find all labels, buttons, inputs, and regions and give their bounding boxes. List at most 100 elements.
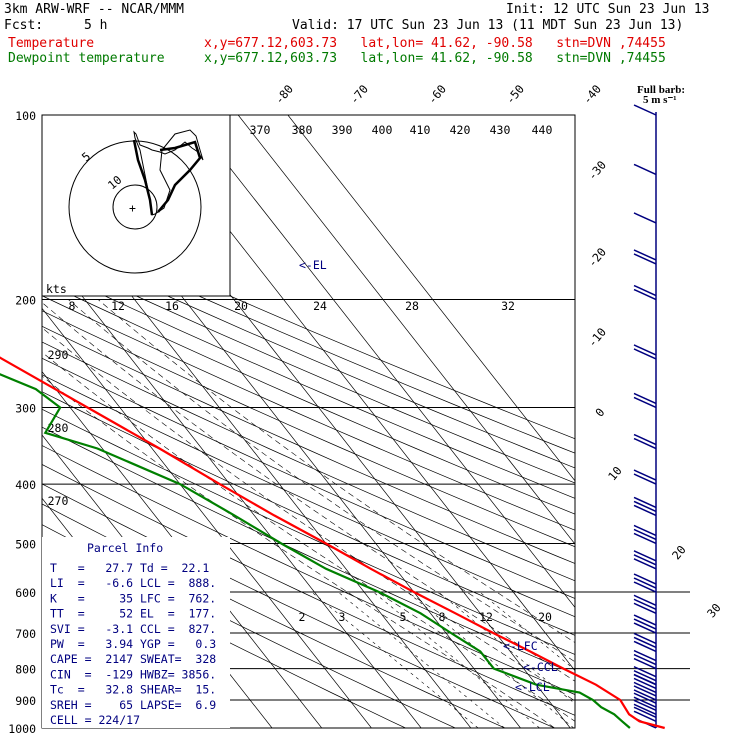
- wind-barb-panel: Full barb: 5 m s⁻¹: [633, 84, 685, 729]
- wind-barb: [633, 649, 657, 662]
- wind-barb: [633, 573, 657, 585]
- pressure-tick-label: 1000: [8, 722, 36, 736]
- wind-barb: [633, 396, 657, 409]
- wind-barb: [633, 666, 657, 678]
- hodograph-center-mark: +: [129, 201, 136, 215]
- parcel-info-row: LI = -6.6 LCL = 888.: [50, 576, 216, 590]
- theta-labels: 370 380 390 400 410 420 430 440 290 280 270: [48, 123, 553, 508]
- wind-barb: [633, 636, 657, 649]
- pressure-tick-label: 400: [15, 478, 36, 492]
- mixing-ratio-label: 2: [299, 610, 306, 624]
- init-time: Init: 12 UTC Sun 23 Jun 13: [506, 2, 710, 17]
- isotherm-line: [42, 307, 372, 728]
- theta-label: 400: [372, 123, 393, 137]
- hodograph-speed-label: 28: [405, 299, 419, 313]
- dry-adiabat: [42, 408, 575, 655]
- hodograph-speed-label: 16: [165, 299, 179, 313]
- hodograph-speed-labels: 8 12 16 20 24 28 32: [69, 299, 515, 313]
- wind-barb: [633, 104, 657, 116]
- isotherm-line: [42, 244, 422, 728]
- wind-barb: [633, 618, 657, 630]
- forecast-value: 5 h: [84, 18, 108, 33]
- hodograph-speed-label: 8: [69, 299, 76, 313]
- hodograph-trace-bold: [132, 139, 202, 216]
- wind-barb: [633, 532, 657, 545]
- wind-barb: [633, 696, 657, 708]
- wind-barb: [633, 163, 657, 176]
- lfc-marker: <-LFC: [503, 639, 538, 653]
- dry-adiabat: [42, 445, 575, 695]
- moist-adiabat: [42, 375, 555, 728]
- pressure-tick-label: 100: [15, 109, 36, 123]
- dry-adiabat: [42, 464, 575, 716]
- moist-adiabat: [42, 327, 575, 702]
- wind-barb: [633, 657, 657, 670]
- wind-barb: [633, 528, 657, 541]
- moist-adiabat: [97, 299, 575, 643]
- theta-label: 430: [490, 123, 511, 137]
- pressure-tick-label: 700: [15, 627, 36, 641]
- wind-barb: [633, 594, 657, 606]
- wind-barb: [633, 344, 657, 356]
- parcel-info-row: TT = 52 EL = 177.: [50, 607, 216, 621]
- hodograph-speed-label: 12: [111, 299, 125, 313]
- isotherm-label: -20: [585, 245, 609, 270]
- mixing-ratio-label: 8: [439, 610, 446, 624]
- mixing-ratio-line: [373, 591, 540, 728]
- mixing-ratio-label: 3: [339, 610, 346, 624]
- ccl-marker: <-CCL: [523, 660, 558, 674]
- mixing-ratio-label: 12: [479, 610, 493, 624]
- wind-barb: [633, 598, 657, 610]
- wind-barb: [633, 602, 657, 614]
- temperature-profile: [0, 356, 665, 730]
- mixing-ratio-line: [438, 591, 575, 705]
- wind-barb: [633, 469, 657, 481]
- dry-adiabat: [42, 238, 575, 469]
- isotherm-line: [42, 371, 323, 728]
- dry-adiabat: [42, 391, 575, 636]
- isotherm-label: 30: [704, 601, 724, 621]
- mixing-ratio-line: [479, 591, 575, 671]
- parcel-info-row: K = 35 LFC = 762.: [50, 591, 216, 605]
- hodograph-ring-inner: [112, 184, 158, 230]
- temperature-legend-location: x,y=677.12,603.73 lat,lon= 41.62, -90.58…: [204, 36, 666, 51]
- pressure-tick-label: 500: [15, 537, 36, 551]
- dry-adiabat: [42, 280, 575, 515]
- parcel-info-panel: Parcel Info T = 27.7 Td = 22.1LI = -6.6 …: [42, 537, 230, 728]
- wind-barb: [633, 348, 657, 360]
- isotherm-line: [237, 115, 575, 545]
- pressure-tick-label: 200: [15, 294, 36, 308]
- hodograph-kts-label: kts: [46, 282, 67, 296]
- parcel-info-row: Tc = 32.8 SHEAR= 15.: [50, 683, 216, 697]
- hodograph: + 5 10 kts: [41, 114, 231, 297]
- isotherm-line: [0, 115, 34, 740]
- valid-time: Valid: 17 UTC Sun 23 Jun 13 (11 MDT Sun …: [292, 18, 684, 33]
- isotherm-label: -10: [585, 325, 609, 350]
- moist-adiabat: [42, 302, 575, 682]
- temperature-legend-label: Temperature: [8, 36, 95, 51]
- wind-barb: [633, 674, 657, 686]
- parcel-info-row: T = 27.7 Td = 22.1: [50, 561, 209, 575]
- pressure-axis-labels: 100 200 300 400 500 600 700 800 900 1000: [8, 109, 36, 736]
- wind-barb: [633, 653, 657, 666]
- isotherm-label: -30: [585, 158, 609, 183]
- wind-barb: [633, 473, 657, 485]
- dry-adiabat: [42, 251, 575, 484]
- theta-label: 380: [292, 123, 313, 137]
- wind-barb: [633, 703, 657, 716]
- moist-adiabat: [42, 351, 575, 722]
- wind-barb: [633, 710, 657, 722]
- wind-barb: [633, 677, 657, 690]
- isotherm-line: [287, 115, 575, 482]
- wind-barb: [633, 689, 657, 701]
- pressure-tick-label: 300: [15, 401, 36, 415]
- theta-label: 420: [450, 123, 471, 137]
- parcel-info-rows: T = 27.7 Td = 22.1LI = -6.6 LCL = 888.K …: [50, 561, 216, 727]
- parcel-info-row: SREH = 65 LAPSE= 6.9: [50, 698, 216, 712]
- wind-barb: [633, 558, 657, 570]
- dry-adiabat: [42, 341, 575, 582]
- parcel-info-row: CELL = 224/17: [50, 713, 140, 727]
- wind-barb: [633, 288, 657, 301]
- wind-barb: [633, 437, 657, 450]
